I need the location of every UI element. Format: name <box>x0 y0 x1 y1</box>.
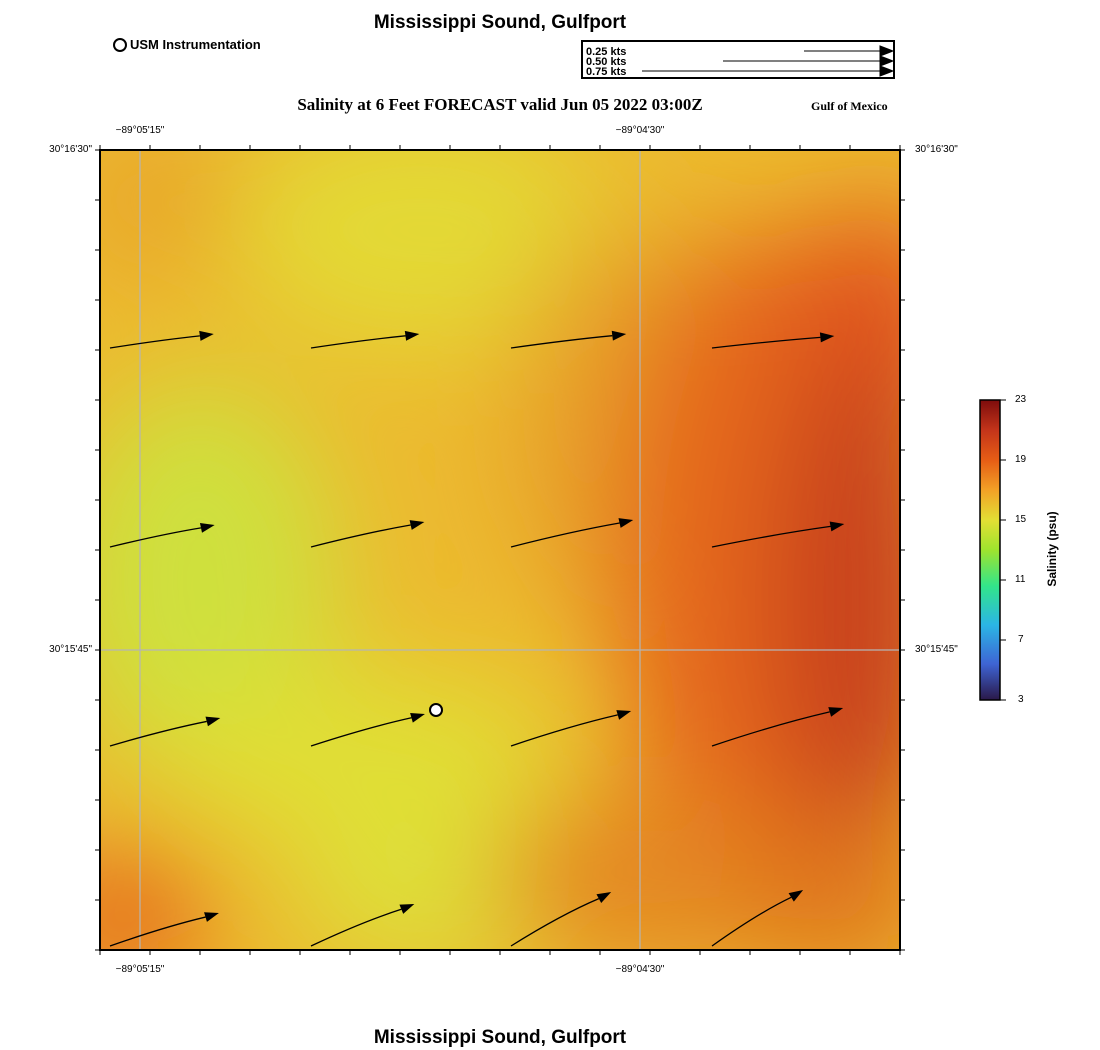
current-vector-shaft <box>109 527 202 548</box>
graticule <box>100 150 900 950</box>
map-subtitle: Salinity at 6 Feet FORECAST valid Jun 05… <box>297 95 703 114</box>
speed-key-label: 0.25 kts <box>586 46 627 58</box>
latitude-tick-label: 30°15'45" <box>49 644 92 655</box>
current-vector-arrowhead <box>404 330 420 341</box>
colorbar-tick-label: 7 <box>1018 634 1024 645</box>
current-vector-shaft <box>711 896 792 947</box>
current-vector-shaft <box>711 711 830 747</box>
colorbar-ticks <box>1000 399 1006 701</box>
salinity-colorbar <box>979 399 1006 701</box>
colorbar-tick-label: 3 <box>1018 694 1024 705</box>
current-vector-arrowhead <box>399 904 415 914</box>
current-vector-arrowhead <box>409 520 425 530</box>
current-vector-shaft <box>109 916 206 947</box>
current-vector-arrowhead <box>199 330 214 341</box>
latitude-tick-label: 30°15'45" <box>915 644 958 655</box>
longitude-tick-label: −89°05'15" <box>115 125 165 136</box>
station-legend: USM Instrumentation <box>113 37 261 52</box>
current-vector-shaft <box>310 335 406 349</box>
current-vector-shaft <box>310 524 411 548</box>
axis-ticks <box>95 145 905 955</box>
current-vector-arrowhead <box>828 707 844 717</box>
current-vector-arrowhead <box>596 892 612 904</box>
current-vector-arrowhead <box>829 521 845 532</box>
colorbar-tick-label: 11 <box>1015 574 1026 585</box>
longitude-tick-label: −89°05'15" <box>115 964 165 975</box>
current-vector-shaft <box>310 717 412 747</box>
current-vector-arrowhead <box>819 332 835 343</box>
current-vector-arrowhead <box>204 912 219 922</box>
footer-title: Mississippi Sound, Gulfport <box>373 1027 627 1048</box>
current-vector-shaft <box>109 335 200 349</box>
current-vector-shaft <box>711 525 831 548</box>
current-vector-shaft <box>109 720 207 747</box>
speed-key-label: 0.50 kts <box>586 56 627 68</box>
current-vector-shaft <box>510 714 618 747</box>
current-vector-arrowhead <box>618 518 634 528</box>
region-label: Gulf of Mexico <box>811 99 888 113</box>
longitude-tick-label: −89°04'30" <box>615 964 665 975</box>
station-marker-icon <box>113 37 127 52</box>
current-vector-shaft <box>510 522 620 548</box>
current-vector-arrowhead <box>611 330 627 341</box>
current-vector-shaft <box>510 335 613 349</box>
speed-key-label: 0.75 kts <box>586 66 627 78</box>
speed-key-arrows <box>642 45 893 77</box>
current-vector-arrowhead <box>199 522 215 533</box>
current-vector-arrowhead <box>616 710 632 720</box>
map-title: Mississippi Sound, Gulfport <box>373 12 627 33</box>
latitude-tick-label: 30°16'30" <box>915 144 958 155</box>
current-vector-arrowhead <box>410 712 425 723</box>
station-marker[interactable] <box>429 703 443 717</box>
salinity-map <box>95 145 905 955</box>
current-speed-key: 0.25 kts 0.50 kts 0.75 kts <box>581 40 895 79</box>
current-vector-shaft <box>711 336 821 349</box>
colorbar-scale <box>979 399 1001 701</box>
latitude-tick-label: 30°16'30" <box>49 144 92 155</box>
colorbar-tick-label: 15 <box>1015 514 1027 525</box>
station-legend-label: USM Instrumentation <box>130 37 261 52</box>
current-vector-shaft <box>310 908 402 947</box>
colorbar-tick-label: 19 <box>1015 454 1027 465</box>
current-vector-arrowhead <box>205 716 221 727</box>
colorbar-tick-label: 23 <box>1015 394 1027 405</box>
colorbar-label: Salinity (psu) <box>1045 511 1059 587</box>
longitude-tick-label: −89°04'30" <box>615 125 665 136</box>
current-vector-arrowhead <box>788 890 804 902</box>
current-vector-shaft <box>510 898 600 947</box>
current-vectors <box>109 330 845 947</box>
salinity-field <box>100 150 900 950</box>
